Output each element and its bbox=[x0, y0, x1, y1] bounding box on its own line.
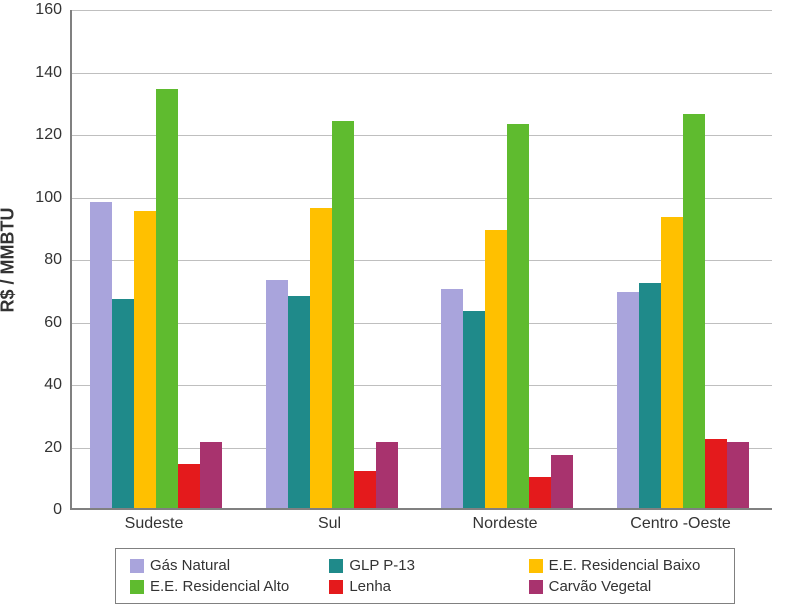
y-tick-label: 100 bbox=[12, 189, 62, 207]
legend-swatch bbox=[130, 580, 144, 594]
legend-label: GLP P-13 bbox=[349, 557, 415, 574]
legend: Gás Natural GLP P-13 E.E. Residencial Baix… bbox=[115, 548, 735, 604]
bar bbox=[529, 477, 551, 508]
y-tick-label: 80 bbox=[12, 251, 62, 269]
legend-label: E.E. Residencial Alto bbox=[150, 578, 289, 595]
y-tick-label: 20 bbox=[12, 439, 62, 457]
bar bbox=[617, 292, 639, 508]
legend-swatch bbox=[130, 559, 144, 573]
legend-swatch bbox=[329, 559, 343, 573]
legend-item: Lenha bbox=[325, 576, 524, 597]
bar bbox=[112, 299, 134, 508]
bar bbox=[485, 230, 507, 508]
plot-area bbox=[70, 10, 772, 510]
bar bbox=[90, 202, 112, 508]
legend-label: Carvão Vegetal bbox=[549, 578, 652, 595]
bar bbox=[661, 217, 683, 508]
bar bbox=[441, 289, 463, 508]
y-tick-label: 120 bbox=[12, 126, 62, 144]
legend-item: Carvão Vegetal bbox=[525, 576, 724, 597]
x-tick-label: Sudeste bbox=[125, 515, 184, 533]
legend-item: GLP P-13 bbox=[325, 555, 524, 576]
bar bbox=[288, 296, 310, 509]
gridline bbox=[72, 73, 772, 74]
bar bbox=[134, 211, 156, 508]
y-tick-label: 0 bbox=[12, 501, 62, 519]
bar bbox=[727, 442, 749, 508]
legend-swatch bbox=[529, 580, 543, 594]
bar bbox=[639, 283, 661, 508]
x-tick-label: Sul bbox=[318, 515, 341, 533]
legend-item: Gás Natural bbox=[126, 555, 325, 576]
bar bbox=[705, 439, 727, 508]
legend-swatch bbox=[329, 580, 343, 594]
x-tick-label: Centro -Oeste bbox=[630, 515, 730, 533]
bar bbox=[156, 89, 178, 508]
y-tick-label: 160 bbox=[12, 1, 62, 19]
legend-item: E.E. Residencial Baixo bbox=[525, 555, 724, 576]
y-tick-label: 40 bbox=[12, 376, 62, 394]
bar bbox=[683, 114, 705, 508]
bar bbox=[310, 208, 332, 508]
x-tick-label: Nordeste bbox=[473, 515, 538, 533]
bar bbox=[463, 311, 485, 508]
bar bbox=[200, 442, 222, 508]
legend-swatch bbox=[529, 559, 543, 573]
legend-label: Lenha bbox=[349, 578, 391, 595]
legend-item: E.E. Residencial Alto bbox=[126, 576, 325, 597]
y-tick-label: 140 bbox=[12, 64, 62, 82]
bar bbox=[354, 471, 376, 509]
bar bbox=[551, 455, 573, 508]
bar bbox=[376, 442, 398, 508]
y-tick-label: 60 bbox=[12, 314, 62, 332]
gridline bbox=[72, 10, 772, 11]
chart-container: R$ / MMBTU Gás NaturalGLP P-13E.E. Resid… bbox=[0, 0, 792, 616]
bar bbox=[266, 280, 288, 508]
bar bbox=[507, 124, 529, 508]
legend-label: E.E. Residencial Baixo bbox=[549, 557, 701, 574]
bar bbox=[332, 121, 354, 509]
legend-label: Gás Natural bbox=[150, 557, 230, 574]
bar bbox=[178, 464, 200, 508]
